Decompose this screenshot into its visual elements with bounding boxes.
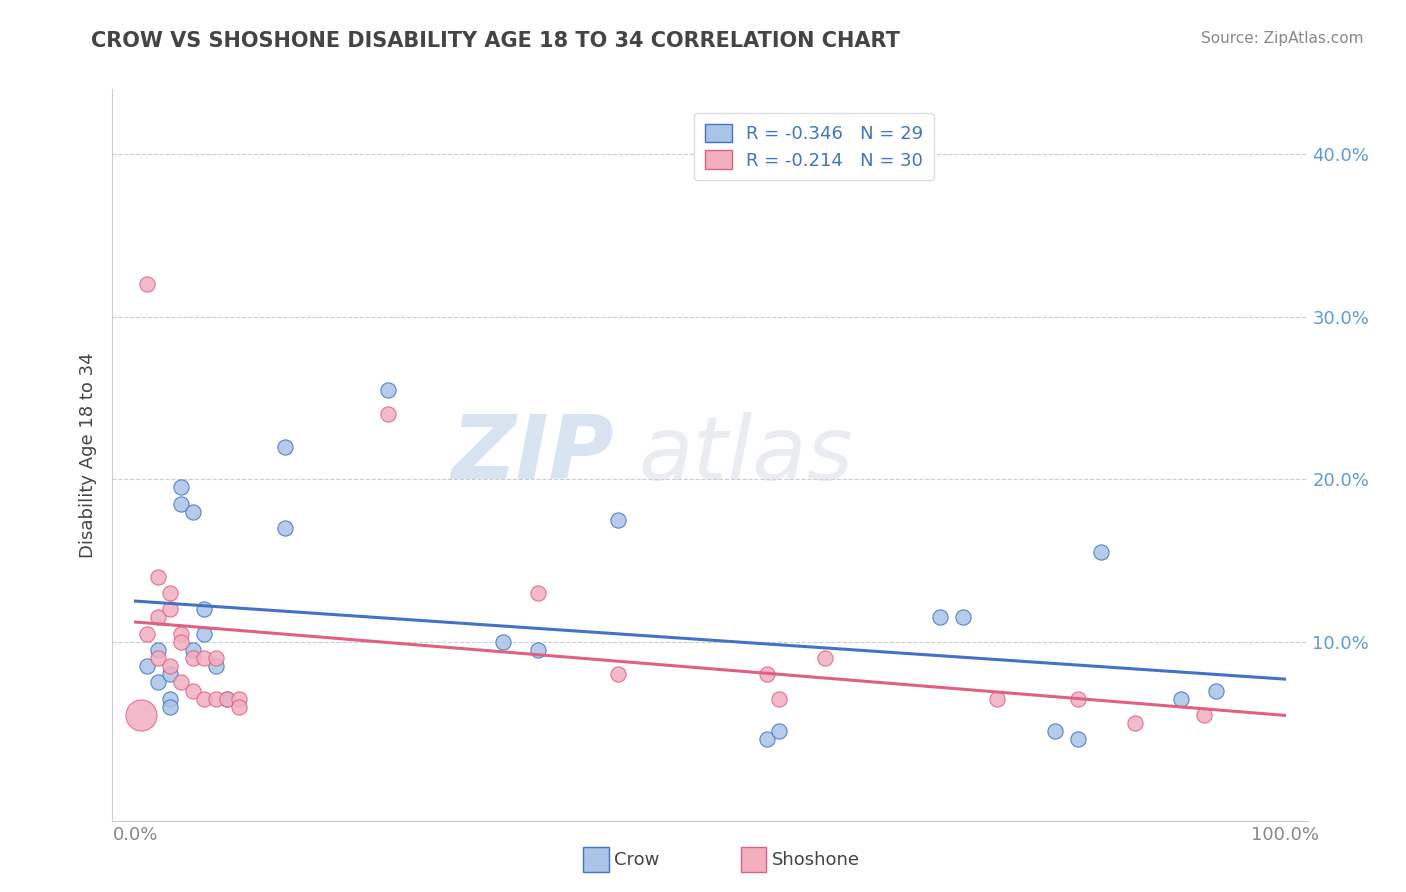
Point [1043, 724, 1066, 739]
Point [136, 626, 159, 640]
Point [148, 570, 170, 584]
Point [181, 651, 204, 665]
Point [148, 675, 170, 690]
Text: ZIP: ZIP [451, 411, 614, 499]
Point [193, 626, 215, 640]
Point [274, 521, 297, 535]
Point [205, 659, 228, 673]
Point [159, 667, 181, 681]
Point [1067, 691, 1090, 706]
Point [181, 683, 204, 698]
Point [159, 699, 181, 714]
Point [205, 691, 228, 706]
Point [170, 626, 193, 640]
Text: Source: ZipAtlas.com: Source: ZipAtlas.com [1201, 31, 1364, 46]
Point [159, 586, 181, 600]
Point [148, 643, 170, 657]
Text: Crow: Crow [614, 851, 659, 869]
Point [274, 440, 297, 454]
Legend: R = -0.346   N = 29, R = -0.214   N = 30: R = -0.346 N = 29, R = -0.214 N = 30 [693, 113, 934, 180]
Point [1205, 683, 1227, 698]
Y-axis label: Disability Age 18 to 34: Disability Age 18 to 34 [79, 352, 97, 558]
Point [814, 651, 837, 665]
Text: CROW VS SHOSHONE DISABILITY AGE 18 TO 34 CORRELATION CHART: CROW VS SHOSHONE DISABILITY AGE 18 TO 34… [91, 31, 900, 51]
Point [1123, 716, 1146, 731]
Point [148, 610, 170, 624]
Point [607, 667, 630, 681]
Point [170, 480, 193, 494]
Point [756, 732, 779, 747]
Point [756, 667, 779, 681]
Point [607, 513, 630, 527]
Point [193, 651, 215, 665]
Point [986, 691, 1008, 706]
Point [952, 610, 974, 624]
Point [928, 610, 950, 624]
Point [170, 497, 193, 511]
Point [159, 602, 181, 616]
Point [205, 651, 228, 665]
Text: Shoshone: Shoshone [772, 851, 860, 869]
Point [193, 602, 215, 616]
Point [1192, 708, 1215, 723]
Point [181, 505, 204, 519]
Point [492, 635, 515, 649]
Point [768, 691, 790, 706]
Point [170, 635, 193, 649]
Point [193, 691, 215, 706]
Point [136, 659, 159, 673]
Point [526, 586, 548, 600]
Point [1090, 545, 1112, 559]
Point [136, 277, 159, 292]
Point [217, 691, 239, 706]
Point [181, 643, 204, 657]
Point [129, 708, 152, 723]
Point [159, 691, 181, 706]
Point [228, 691, 250, 706]
Point [228, 699, 250, 714]
Point [768, 724, 790, 739]
Point [526, 643, 548, 657]
Point [377, 407, 399, 421]
Point [1067, 732, 1090, 747]
Point [170, 675, 193, 690]
Point [377, 383, 399, 397]
Point [217, 691, 239, 706]
Point [159, 659, 181, 673]
Point [148, 651, 170, 665]
Text: atlas: atlas [638, 412, 853, 498]
Point [1170, 691, 1192, 706]
